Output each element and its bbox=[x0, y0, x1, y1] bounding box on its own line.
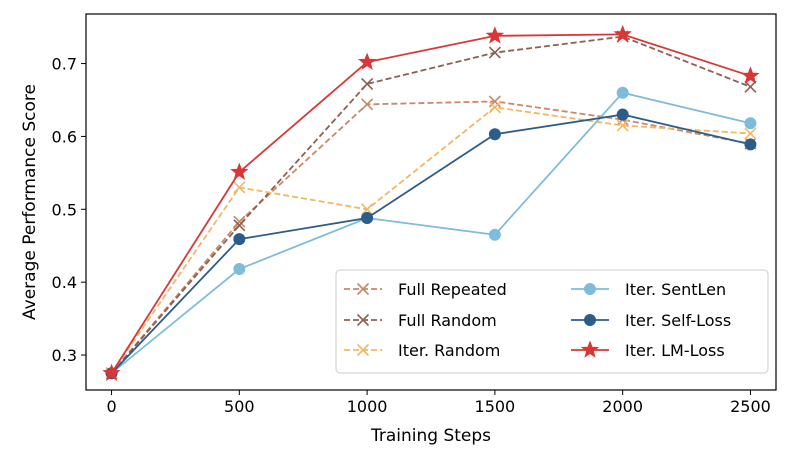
legend-label: Iter. Random bbox=[398, 341, 500, 360]
x-marker bbox=[233, 215, 246, 228]
legend-item: Iter. LM-Loss bbox=[571, 340, 725, 360]
x-tick-label: 0 bbox=[106, 397, 116, 416]
x-marker bbox=[356, 343, 370, 357]
legend-item: Full Random bbox=[344, 311, 497, 330]
x-marker bbox=[361, 77, 374, 91]
series-line bbox=[110, 91, 751, 374]
y-tick-label: 0.6 bbox=[52, 127, 77, 146]
x-marker bbox=[233, 181, 246, 194]
legend-item: Iter. SentLen bbox=[571, 280, 726, 299]
legend-label: Iter. LM-Loss bbox=[625, 341, 725, 360]
legend: Full Repeated Full Random Iter. Random Iter… bbox=[335, 269, 769, 374]
x-marker bbox=[616, 119, 629, 132]
series-line bbox=[110, 100, 751, 374]
star-marker bbox=[230, 162, 249, 180]
x-marker bbox=[488, 95, 501, 108]
y-tick-label: 0.5 bbox=[52, 200, 77, 219]
x-axis-label: Training Steps bbox=[370, 426, 491, 446]
star-marker bbox=[580, 340, 600, 358]
x-marker bbox=[233, 219, 246, 232]
circle-marker bbox=[233, 233, 246, 246]
circle-marker bbox=[584, 283, 596, 295]
y-tick-label: 0.7 bbox=[52, 55, 77, 74]
series-layer bbox=[102, 24, 760, 382]
x-marker bbox=[361, 203, 374, 216]
x-marker bbox=[356, 313, 370, 327]
legend-label: Iter. SentLen bbox=[625, 280, 726, 299]
legend-item: Iter. Random bbox=[344, 341, 500, 360]
x-marker bbox=[356, 282, 370, 296]
star-marker bbox=[741, 66, 760, 84]
circle-marker bbox=[616, 86, 629, 99]
y-tick-label: 0.3 bbox=[52, 346, 77, 365]
circle-marker bbox=[361, 212, 374, 225]
x-marker bbox=[488, 101, 501, 114]
x-marker bbox=[744, 80, 757, 93]
y-tick-label: 0.4 bbox=[52, 273, 77, 292]
x-tick-label: 1000 bbox=[347, 397, 388, 416]
series-line bbox=[110, 35, 751, 374]
legend-item: Iter. Self-Loss bbox=[571, 311, 731, 330]
x-tick-label: 2500 bbox=[730, 397, 771, 416]
x-tick-label: 2000 bbox=[602, 397, 643, 416]
legend-box bbox=[335, 269, 769, 374]
series-line bbox=[110, 106, 751, 374]
legend-item: Full Repeated bbox=[344, 280, 507, 299]
legend-label: Full Random bbox=[398, 311, 497, 330]
star-marker bbox=[102, 363, 121, 382]
star-marker bbox=[485, 26, 505, 44]
series-line bbox=[110, 113, 751, 374]
x-tick-label: 500 bbox=[224, 397, 255, 416]
circle-marker bbox=[488, 228, 501, 241]
legend-label: Full Repeated bbox=[398, 280, 507, 299]
series-line bbox=[110, 33, 751, 374]
circle-marker bbox=[616, 108, 629, 121]
y-axis-label: Average Performance Score bbox=[20, 84, 40, 320]
circle-marker bbox=[584, 314, 596, 326]
x-tick-label: 1500 bbox=[475, 397, 516, 416]
x-marker bbox=[744, 127, 757, 140]
circle-marker bbox=[744, 117, 757, 130]
series-iter-lm-loss bbox=[102, 24, 760, 382]
x-marker bbox=[361, 98, 374, 111]
circle-marker bbox=[744, 138, 757, 151]
circle-marker bbox=[233, 263, 246, 276]
legend-label: Iter. Self-Loss bbox=[625, 311, 731, 330]
star-marker bbox=[613, 24, 632, 43]
star-marker bbox=[357, 52, 377, 70]
x-marker bbox=[488, 46, 501, 59]
axis-ticks: 0 500 1000 1500 2000 2500 0.3 0.4 0.5 0.6 0.7 bbox=[52, 55, 771, 416]
circle-marker bbox=[488, 128, 501, 141]
